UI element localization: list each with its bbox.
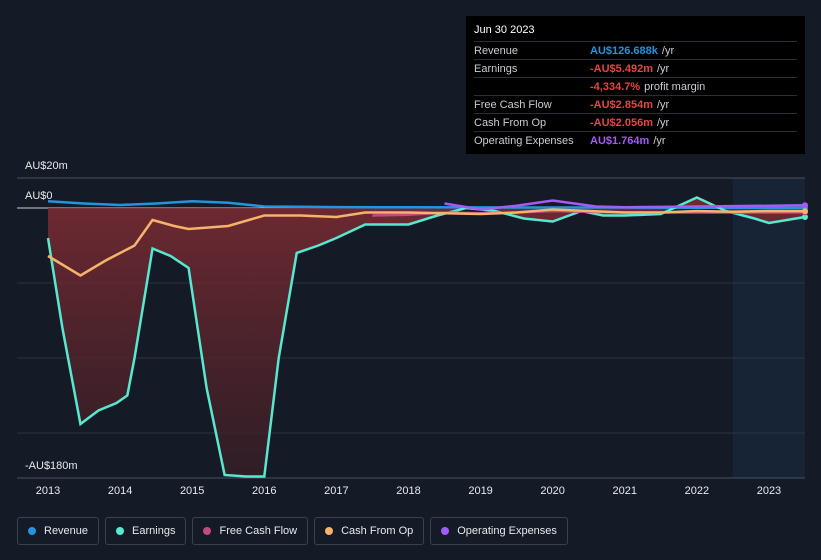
x-tick-label: 2014 bbox=[108, 485, 132, 497]
end-point bbox=[802, 214, 808, 220]
tooltip-label: Revenue bbox=[474, 44, 519, 57]
x-tick-label: 2023 bbox=[757, 485, 781, 497]
x-tick-label: 2016 bbox=[252, 485, 276, 497]
tooltip-unit: /yr bbox=[653, 134, 666, 147]
x-tick-label: 2020 bbox=[540, 485, 564, 497]
x-tick-label: 2021 bbox=[613, 485, 637, 497]
series-line bbox=[47, 208, 806, 277]
tooltip-unit: /yr bbox=[656, 62, 670, 75]
tooltip-date: Jun 30 2023 bbox=[474, 24, 535, 36]
legend-item[interactable]: Free Cash Flow bbox=[192, 517, 309, 545]
tooltip-row: -4,334.7% profit margin bbox=[474, 77, 797, 95]
tooltip-label: Cash From Op bbox=[474, 116, 547, 129]
legend-swatch bbox=[116, 527, 125, 535]
legend-label: Revenue bbox=[44, 525, 89, 537]
end-point bbox=[802, 208, 808, 215]
highlight-region bbox=[732, 178, 805, 478]
tooltip-value: -4,334.7% bbox=[590, 80, 641, 93]
legend-item[interactable]: Cash From Op bbox=[314, 517, 425, 545]
tooltip-row: Cash From Op -AU$2.056m/yr bbox=[474, 113, 797, 131]
tooltip-value: AU$1.764m bbox=[590, 134, 650, 147]
legend-item[interactable]: Operating Expenses bbox=[430, 517, 568, 545]
legend-label: Earnings bbox=[132, 525, 176, 537]
series-line bbox=[46, 196, 806, 478]
end-point bbox=[802, 202, 808, 209]
tooltip-value: -AU$5.492m bbox=[590, 62, 653, 75]
tooltip-unit: /yr bbox=[656, 116, 670, 129]
tooltip-unit: /yr bbox=[656, 98, 670, 111]
legend-swatch bbox=[203, 527, 212, 535]
y-tick-label: -AU$180m bbox=[25, 460, 78, 472]
legend-swatch bbox=[325, 527, 334, 535]
y-tick-label: AU$0 bbox=[25, 190, 53, 202]
tooltip-label: Free Cash Flow bbox=[474, 98, 552, 111]
legend-swatch bbox=[28, 527, 36, 535]
tooltip-label: Operating Expenses bbox=[474, 134, 574, 147]
x-tick-label: 2015 bbox=[180, 485, 204, 497]
earnings-area bbox=[48, 197, 805, 477]
tooltip-row: Operating Expenses AU$1.764m/yr bbox=[474, 131, 797, 149]
tooltip-value: -AU$2.056m bbox=[590, 116, 653, 129]
tooltip: Jun 30 2023 Revenue AU$126.688k/yr Earnings… bbox=[466, 16, 805, 154]
legend-item[interactable]: Earnings bbox=[105, 517, 187, 545]
legend-swatch bbox=[441, 527, 450, 535]
tooltip-value: -AU$2.854m bbox=[590, 98, 653, 111]
legend-label: Free Cash Flow bbox=[219, 525, 298, 537]
x-tick-label: 2017 bbox=[324, 485, 348, 497]
x-tick-label: 2013 bbox=[36, 485, 60, 497]
tooltip-unit: /yr bbox=[661, 44, 675, 57]
tooltip-label: Earnings bbox=[474, 62, 518, 75]
tooltip-unit: profit margin bbox=[644, 80, 706, 93]
legend-item[interactable]: Revenue bbox=[17, 517, 100, 545]
tooltip-value: AU$126.688k bbox=[590, 44, 658, 57]
legend-label: Operating Expenses bbox=[457, 525, 557, 537]
tooltip-row: Earnings -AU$5.492m/yr bbox=[474, 59, 797, 77]
legend-label: Cash From Op bbox=[341, 525, 414, 537]
series-line bbox=[444, 199, 806, 211]
tooltip-row: Free Cash Flow -AU$2.854m/yr bbox=[474, 95, 797, 113]
y-tick-label: AU$20m bbox=[25, 160, 68, 172]
legend: Revenue Earnings Free Cash Flow Cash From O… bbox=[17, 517, 568, 545]
x-tick-label: 2022 bbox=[685, 485, 709, 497]
x-tick-label: 2019 bbox=[468, 485, 492, 497]
tooltip-row: Revenue AU$126.688k/yr bbox=[474, 41, 797, 59]
x-tick-label: 2018 bbox=[396, 485, 420, 497]
